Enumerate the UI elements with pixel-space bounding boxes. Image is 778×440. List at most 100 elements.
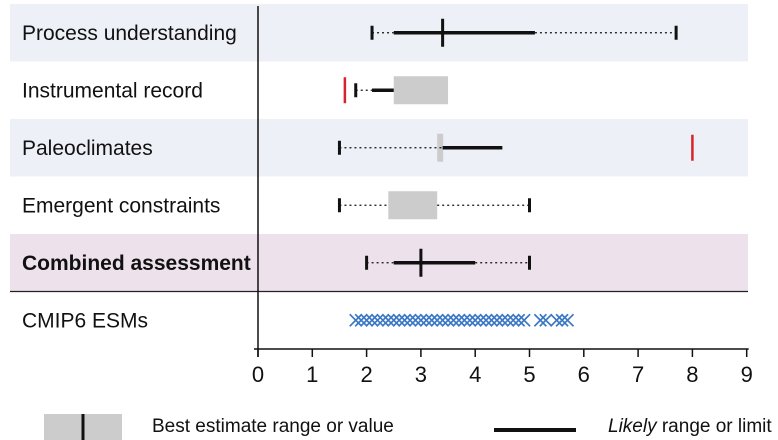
row-band [10, 176, 748, 234]
legend-best-estimate-label: Best estimate range or value [152, 416, 394, 437]
row-band [10, 234, 748, 292]
cmip6-marker [457, 313, 471, 327]
range-row [365, 248, 531, 277]
cmip6-marker-stroke [370, 313, 385, 327]
cmip6-marker-stroke [403, 313, 417, 327]
row-labels: Process understanding Instrumental record… [22, 22, 251, 333]
cmip6-marker-stroke [419, 313, 433, 327]
cmip6-marker [484, 313, 499, 327]
cmip6-marker-stroke [387, 313, 401, 327]
cmip6-marker [436, 313, 450, 327]
range-row [337, 191, 531, 220]
cmip6-marker [387, 313, 401, 327]
cmip6-marker-stroke [555, 313, 569, 327]
x-tick-label: 0 [252, 362, 264, 387]
legend: Best estimate range or value Likely rang… [44, 414, 772, 440]
x-tick-label: 9 [741, 362, 753, 387]
cmip6-marker [479, 313, 493, 327]
row-bands [10, 4, 748, 349]
cmip6-marker [381, 313, 395, 327]
legend-likely-rest: range or limit [657, 416, 773, 437]
legend-likely-italic: Likely [608, 416, 658, 437]
cmip6-marker-stroke [501, 313, 515, 327]
x-tick-label: 6 [578, 362, 590, 387]
cmip6-markers [349, 313, 575, 327]
row-band [10, 119, 748, 177]
cmip6-marker [398, 313, 412, 327]
cmip6-marker [452, 313, 466, 327]
x-tick-label: 4 [469, 362, 481, 387]
cmip6-marker-stroke [468, 313, 482, 327]
cmip6-marker [506, 313, 520, 327]
x-tick-label: 8 [686, 362, 698, 387]
cmip6-marker [533, 313, 547, 327]
cmip6-marker-stroke [463, 313, 477, 327]
cmip6-marker-stroke [506, 313, 520, 327]
cmip6-marker-stroke [517, 313, 531, 327]
cmip6-marker-stroke [446, 313, 461, 327]
cmip6-marker [365, 313, 379, 327]
cmip6-marker-stroke [533, 313, 547, 327]
cmip6-marker [550, 313, 564, 327]
cmip6-marker [446, 313, 461, 327]
legend-likely-label: Likely range or limit [608, 416, 772, 437]
cmip6-marker [490, 313, 504, 327]
x-tick-label: 1 [306, 362, 318, 387]
cmip6-marker-stroke [365, 313, 379, 327]
cmip6-marker [349, 313, 363, 327]
cmip6-marker [370, 313, 385, 327]
cmip6-marker [425, 313, 439, 327]
cmip6-marker [392, 313, 406, 327]
cmip6-marker [495, 313, 509, 327]
cmip6-marker-stroke [560, 313, 575, 327]
cmip6-marker [560, 313, 575, 327]
x-tick-label: 7 [632, 362, 644, 387]
cmip6-marker-stroke [376, 313, 390, 327]
x-axis: 0 1 2 3 4 5 6 7 8 9 [252, 6, 753, 387]
cmip6-marker-stroke [441, 313, 455, 327]
cmip6-marker-stroke [452, 313, 466, 327]
cmip6-marker [376, 313, 390, 327]
cmip6-marker-stroke [539, 313, 553, 327]
row-label: Paleoclimates [22, 137, 153, 160]
row-label: Combined assessment [22, 252, 251, 275]
range-row [370, 18, 678, 47]
best-estimate-box [393, 76, 449, 105]
range-row [337, 133, 694, 162]
cmip6-marker-stroke [360, 313, 374, 327]
cmip6-marker-stroke [436, 313, 450, 327]
cmip6-marker [468, 313, 482, 327]
cmip6-marker-stroke [381, 313, 395, 327]
x-tick-label: 2 [360, 362, 372, 387]
cmip6-marker [555, 313, 569, 327]
cmip6-marker-stroke [457, 313, 471, 327]
cmip6-marker [517, 313, 531, 327]
cmip6-marker-stroke [398, 313, 412, 327]
cmip6-marker-stroke [425, 313, 439, 327]
cmip6-marker-stroke [414, 313, 428, 327]
cmip6-marker-stroke [490, 313, 504, 327]
row-band [10, 291, 748, 349]
cmip6-marker-stroke [349, 313, 363, 327]
cmip6-marker [463, 313, 477, 327]
cmip6-marker-stroke [474, 313, 488, 327]
cmip6-marker-stroke [354, 313, 368, 327]
cmip6-marker [354, 313, 368, 327]
cmip6-marker [414, 313, 428, 327]
range-row [343, 76, 449, 105]
row-label: Process understanding [22, 22, 237, 45]
cmip6-marker-stroke [430, 313, 444, 327]
cmip6-marker [360, 313, 374, 327]
cmip6-marker-stroke [550, 313, 564, 327]
cmip6-marker [403, 313, 417, 327]
cmip6-marker-stroke [392, 313, 406, 327]
row-label: Instrumental record [22, 79, 203, 102]
row-label: Emergent constraints [22, 194, 220, 217]
cmip6-marker [512, 313, 526, 327]
x-tick-label: 3 [415, 362, 427, 387]
cmip6-marker [501, 313, 515, 327]
range-marks [337, 18, 694, 277]
cmip6-marker [441, 313, 455, 327]
cmip6-marker-stroke [484, 313, 499, 327]
